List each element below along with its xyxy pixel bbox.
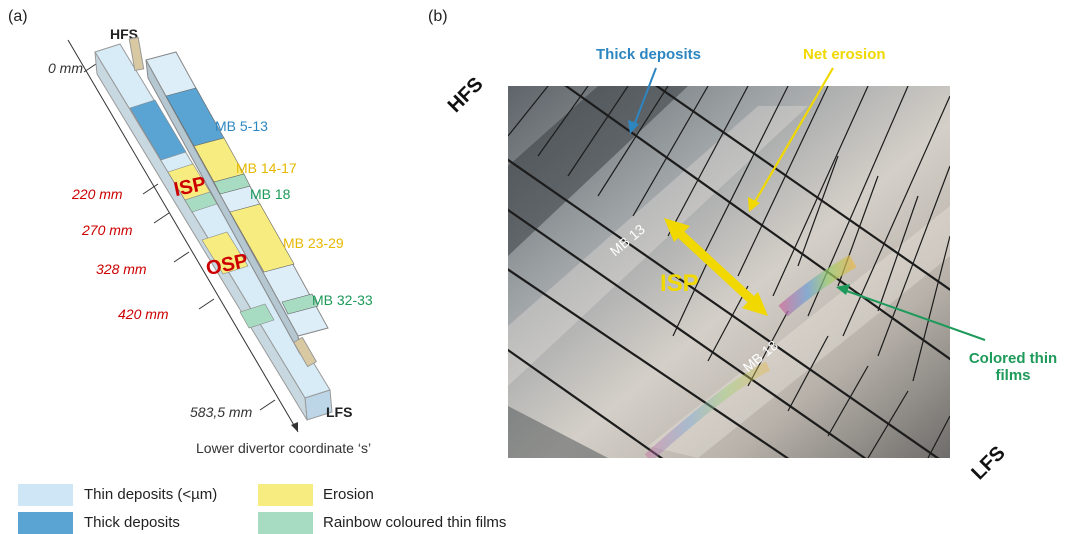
coord-420mm: 420 mm: [118, 306, 169, 322]
coord-328mm: 328 mm: [96, 261, 147, 277]
isp-double-arrow: [672, 226, 760, 308]
back-tile-row: [128, 36, 329, 368]
axis-arrowhead: [291, 422, 298, 432]
panel-a-lfs-label: LFS: [326, 404, 353, 420]
tile-photo: [508, 86, 950, 458]
mb-label-23-29: MB 23-29: [283, 235, 344, 251]
coord-220mm: 220 mm: [72, 186, 123, 202]
colored-thin-films-label: Colored thin films: [958, 350, 1068, 384]
legend-swatch-rainbow-films: [258, 512, 313, 534]
colored-films-arrow: [843, 289, 986, 341]
panel-a-label: (a): [8, 8, 28, 25]
legend-swatch-thick-deposits: [18, 512, 73, 534]
mb-label-5-13: MB 5-13: [215, 118, 268, 134]
legend-swatch-erosion: [258, 484, 313, 506]
colored-thin-films-line2: films: [995, 367, 1031, 384]
panel-b-label: (b): [428, 8, 448, 25]
legend-label-thin-deposits: Thin deposits (<µm): [84, 486, 218, 503]
thick-deposits-label: Thick deposits: [596, 46, 702, 63]
colored-thin-films-line1: Colored thin: [968, 350, 1058, 367]
legend-label-rainbow-films: Rainbow coloured thin films: [323, 514, 507, 531]
legend-label-erosion: Erosion: [323, 486, 374, 503]
coord-0mm: 0 mm: [48, 60, 83, 76]
divertor-schematic: [67, 36, 333, 433]
mb-label-18: MB 18: [250, 186, 291, 202]
front-tile-row: [94, 43, 333, 421]
mb-label-32-33: MB 32-33: [312, 292, 373, 308]
rainbow-film-zone: [239, 303, 275, 329]
net-erosion-label: Net erosion: [803, 46, 886, 63]
divertor-coordinate-axis: [67, 39, 299, 433]
legend-swatch-thin-deposits: [18, 484, 73, 506]
coord-583mm: 583,5 mm: [190, 404, 253, 420]
thick-deposit-zone: [129, 99, 187, 161]
thick-deposits-arrow: [632, 67, 657, 129]
legend-label-thick-deposits: Thick deposits: [84, 514, 180, 531]
rainbow-film-patch: [778, 254, 857, 317]
net-erosion-arrow: [752, 67, 834, 206]
coord-270mm: 270 mm: [82, 222, 133, 238]
osp-erosion-zone: [201, 231, 249, 275]
isp-label-b: ISP: [660, 270, 699, 297]
panel-a-hfs-label: HFS: [110, 26, 138, 42]
mb-label-14-17: MB 14-17: [236, 160, 297, 176]
coordinate-axis-label: Lower divertor coordinate ‘s’: [196, 440, 372, 456]
